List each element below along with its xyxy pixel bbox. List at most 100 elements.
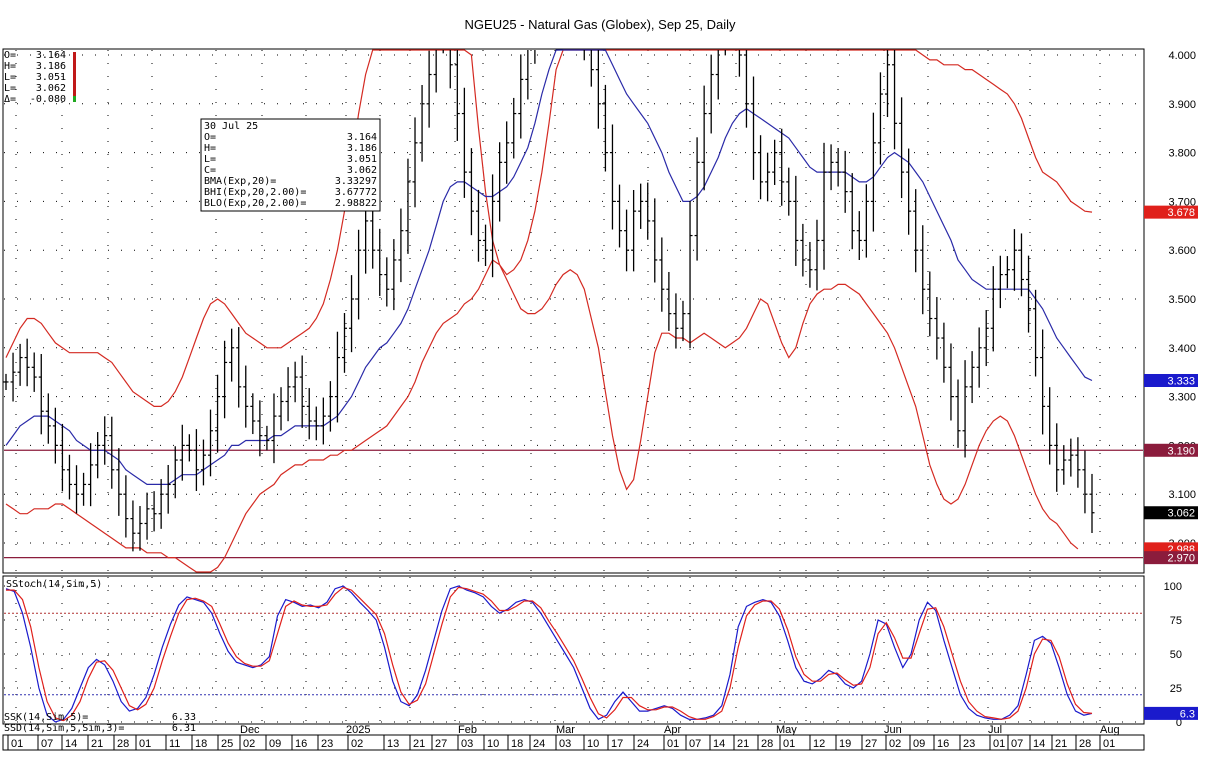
date-tick-label: 21: [91, 738, 103, 750]
price-tick-label: 3.800: [1168, 148, 1196, 160]
price-badge-label: 3.333: [1167, 375, 1195, 387]
data-tooltip: 30 Jul 25 O= 3.164 H= 3.186 L= 3.051 C= 3.06…: [200, 118, 381, 212]
svg-text:O=: O=: [204, 132, 216, 143]
stoch-value-badge: [1144, 706, 1198, 720]
ohlc-bars: [3, 50, 1095, 552]
stoch-axis: 100 75 50 25 0: [1164, 581, 1182, 729]
date-tick-label: 12: [813, 738, 825, 750]
date-tick-label: 09: [913, 738, 925, 750]
date-tick-label: 03: [461, 738, 473, 750]
month-label: Aug: [1100, 724, 1120, 736]
price-badge-label: 3.062: [1167, 508, 1195, 520]
date-tick-label: 11: [169, 738, 180, 750]
ssk-label: SSK(14,Sim,5)=: [4, 712, 88, 723]
date-tick-label: 16: [937, 738, 949, 750]
date-tick-label: 01: [11, 738, 23, 750]
tooltip-close: 3.062: [347, 165, 377, 176]
svg-text:C=: C=: [204, 165, 216, 176]
date-tick-label: 01: [667, 738, 679, 750]
stoch-tick-label: 25: [1170, 683, 1182, 695]
band-mid-line: [5, 49, 1093, 485]
stoch-line-ssk: [5, 585, 1093, 723]
date-tick-label: 07: [1011, 738, 1023, 750]
price-badge: [1144, 551, 1198, 565]
price-tick-label: 4.000: [1168, 50, 1196, 62]
date-tick-label: 24: [637, 738, 649, 750]
month-label: Jun: [884, 724, 902, 736]
date-tick-label: 02: [889, 738, 901, 750]
header-change-marker: [73, 96, 76, 102]
svg-text:H=: H=: [4, 61, 16, 72]
ssd-value: 6.31: [172, 723, 196, 734]
tooltip-bhi-label: BHI(Exp,20,2.00)=: [204, 187, 306, 198]
tooltip-date: 30 Jul 25: [204, 121, 258, 132]
price-badge: [1144, 443, 1198, 457]
date-axis-frame: [2, 734, 1145, 751]
price-tick-label: 3.900: [1168, 99, 1196, 111]
date-tick-label: 21: [1055, 738, 1067, 750]
svg-text:L=: L=: [4, 72, 16, 83]
price-tick-label: 3.100: [1168, 489, 1196, 501]
date-tick-label: 23: [321, 738, 333, 750]
bollinger-bands: [5, 49, 1093, 573]
tooltip-blo: 2.98822: [335, 198, 377, 209]
horizontal-lines: [4, 449, 1143, 559]
price-badge: [1144, 373, 1198, 387]
date-tick-label: 28: [761, 738, 773, 750]
date-tick-label: 14: [1033, 738, 1045, 750]
price-tick-label: 3.500: [1168, 294, 1196, 306]
date-tick-label: 03: [559, 738, 571, 750]
date-axis: 01 07 14 21 28 01 11 18 25 02 09 16 23 02 13 21 27 03 10 18…: [7, 724, 1120, 750]
header-change: -0.080: [30, 94, 66, 105]
tooltip-low: 3.051: [347, 154, 377, 165]
header-high: 3.186: [36, 61, 66, 72]
tooltip-bma-label: BMA(Exp,20)=: [204, 176, 276, 187]
date-tick-label: 24: [533, 738, 545, 750]
month-label: May: [776, 724, 797, 736]
date-tick-label: 01: [783, 738, 795, 750]
price-tick-label: 3.300: [1168, 392, 1196, 404]
stoch-tick-label: 100: [1164, 581, 1182, 593]
date-tick-label: 14: [713, 738, 725, 750]
month-label: Apr: [664, 724, 681, 736]
tooltip-open: 3.164: [347, 132, 377, 143]
month-label: Mar: [556, 724, 575, 736]
date-tick-label: 28: [117, 738, 129, 750]
chart-title: NGEU25 - Natural Gas (Globex), Sep 25, D…: [465, 17, 736, 32]
date-tick-label: 21: [413, 738, 425, 750]
stoch-title: SStoch(14,Sim,5): [6, 579, 102, 590]
date-tick-label: 01: [993, 738, 1005, 750]
price-badge-label: 3.190: [1167, 445, 1195, 457]
date-tick-label: 16: [295, 738, 307, 750]
header-low: 3.051: [36, 72, 66, 83]
date-tick-label: 17: [611, 738, 623, 750]
ohlc-header: O= 3.164 H= 3.186 L= 3.051 L= 3.062 Δ= -0.080: [4, 50, 76, 105]
stoch-value-badge-label: 6.3: [1180, 708, 1195, 720]
price-tick-label: 3.400: [1168, 343, 1196, 355]
header-range-bar: [73, 52, 76, 96]
price-panel[interactable]: [2, 48, 1145, 574]
date-tick-label: 28: [1079, 738, 1091, 750]
tooltip-bma: 3.33297: [335, 176, 377, 187]
date-tick-label: 07: [689, 738, 701, 750]
date-tick-label: 07: [41, 738, 53, 750]
date-tick-label: 10: [487, 738, 499, 750]
date-tick-label: 14: [65, 738, 77, 750]
tooltip-high: 3.186: [347, 143, 377, 154]
date-tick-label: 23: [963, 738, 975, 750]
price-badge-label: 2.970: [1167, 553, 1195, 565]
stoch-tick-label: 75: [1170, 615, 1182, 627]
date-tick-label: 19: [839, 738, 851, 750]
stoch-badge: 6.3: [1144, 706, 1198, 720]
price-tick-label: 3.600: [1168, 245, 1196, 257]
stoch-panel[interactable]: [2, 575, 1145, 725]
date-tick-label: 27: [435, 738, 447, 750]
price-badge-label: 3.678: [1167, 207, 1195, 219]
svg-text:H=: H=: [204, 143, 216, 154]
price-axis: 4.000 3.900 3.800 3.700 3.600 3.500 3.400 3.300…: [1168, 50, 1196, 550]
date-tick-label: 18: [195, 738, 207, 750]
date-tick-label: 10: [587, 738, 599, 750]
stoch-line-ssd: [6, 586, 1093, 722]
date-tick-label: 01: [1103, 738, 1115, 750]
